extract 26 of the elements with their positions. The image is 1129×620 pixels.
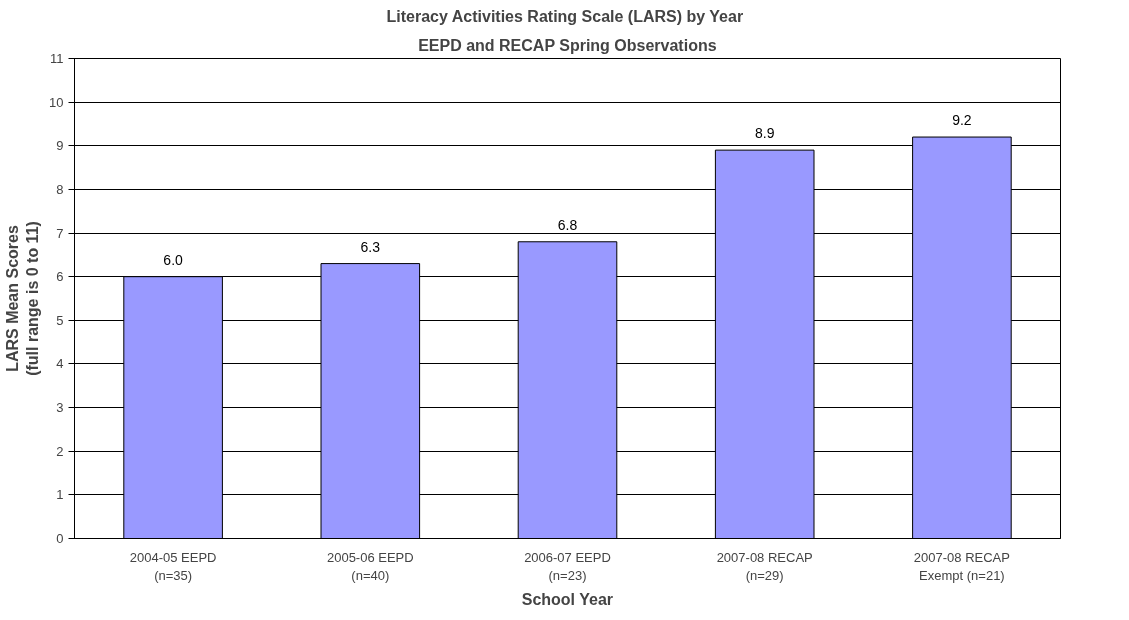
- y-tick-label: 5: [56, 312, 64, 328]
- data-label: 6.3: [360, 238, 381, 255]
- y-tick-label: 8: [56, 181, 64, 197]
- data-label: 6.0: [163, 251, 184, 268]
- x-tick-label: 2005-06 EEPD (n=40): [326, 549, 414, 583]
- x-tick-label: 2006-07 EEPD (n=23): [524, 549, 611, 583]
- y-axis-title: LARS Mean Scores (full range is 0 to 11): [3, 221, 42, 376]
- x-tick-label: 2007-08 RECAP (n=29): [716, 549, 813, 583]
- y-tick-label: 6: [56, 269, 64, 285]
- y-tick-label: 10: [49, 94, 64, 110]
- y-tick-label: 1: [56, 487, 64, 503]
- data-label: 8.9: [754, 125, 775, 142]
- chart-subtitle: EEPD and RECAP Spring Observations: [418, 36, 717, 54]
- data-label: 6.8: [557, 216, 578, 233]
- y-tick-label: 3: [56, 400, 64, 416]
- y-tick-label: 2: [56, 443, 64, 459]
- y-tick-label: 9: [56, 138, 64, 154]
- data-label: 9.2: [952, 112, 972, 129]
- y-tick-label: 0: [56, 531, 64, 546]
- y-tick-label: 4: [56, 356, 64, 372]
- y-tick-label: 7: [56, 225, 64, 241]
- y-tick-label: 11: [50, 51, 64, 66]
- x-tick-label: 2004-05 EEPD (n=35): [129, 549, 217, 583]
- x-axis-title: School Year: [521, 590, 614, 608]
- chart-title: Literacy Activities Rating Scale (LARS) by Year: [386, 7, 744, 25]
- x-tick-label: 2007-08 RECAP Exempt (n=21): [913, 549, 1010, 583]
